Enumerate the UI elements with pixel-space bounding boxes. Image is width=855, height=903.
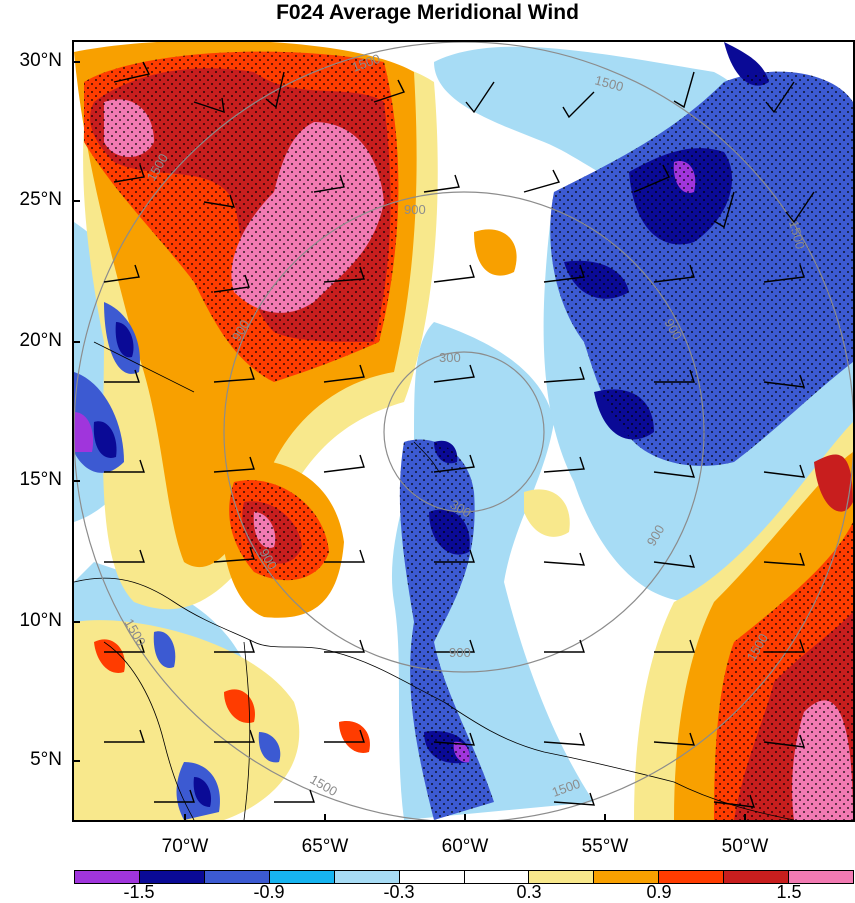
colorbar-segment-4 xyxy=(334,871,400,883)
contour-label: 1500 xyxy=(593,72,625,94)
colorbar-segment-11 xyxy=(789,871,854,883)
lon-tick xyxy=(184,814,186,822)
lat-label-5n: 5°N xyxy=(30,749,62,770)
map-canvas: 1500 1500 1500 900 900 900 900 300 300 9… xyxy=(74,42,853,820)
lat-label-10n: 10°N xyxy=(19,610,62,631)
contour-label: 1500 xyxy=(786,219,808,251)
colorbar-segment-5 xyxy=(399,871,465,883)
coastlines xyxy=(74,341,795,820)
colorbar-label: 0.9 xyxy=(646,882,672,902)
distance-contours xyxy=(74,42,853,820)
lon-tick xyxy=(324,814,326,822)
lat-label-20n: 20°N xyxy=(19,330,62,351)
lat-tick xyxy=(72,621,80,623)
colorbar-segment-3 xyxy=(269,871,335,883)
contour-label: 300 xyxy=(439,350,461,365)
contour-label: 900 xyxy=(449,645,471,660)
colorbar-segment-8 xyxy=(594,871,660,883)
colorbar-segment-0 xyxy=(75,871,140,883)
lon-tick xyxy=(604,814,606,822)
colorbar-segment-7 xyxy=(529,871,595,883)
wind-barbs xyxy=(103,61,815,808)
lon-label-70w: 70°W xyxy=(161,836,209,857)
significance-stipple xyxy=(84,51,853,820)
colorbar-label: 1.5 xyxy=(776,882,802,902)
lon-label-65w: 65°W xyxy=(301,836,349,857)
contour-label: 900 xyxy=(404,202,426,217)
colorbar-label: -0.9 xyxy=(253,882,285,902)
lon-tick xyxy=(464,814,466,822)
colorbar xyxy=(74,870,854,884)
chart-title: F024 Average Meridional Wind xyxy=(276,1,579,24)
lat-tick xyxy=(72,341,80,343)
lon-label-55w: 55°W xyxy=(581,836,629,857)
lat-tick xyxy=(72,480,80,482)
map-panel: 1500 1500 1500 900 900 900 900 300 300 9… xyxy=(72,40,855,822)
colorbar-segment-9 xyxy=(659,871,725,883)
lon-tick xyxy=(744,814,746,822)
colorbar-segment-1 xyxy=(139,871,205,883)
colorbar-segment-6 xyxy=(464,871,530,883)
lon-label-50w: 50°W xyxy=(721,836,769,857)
lat-tick xyxy=(72,61,80,63)
lat-label-25n: 25°N xyxy=(19,189,62,210)
colorbar-segment-2 xyxy=(204,871,270,883)
lat-tick xyxy=(72,200,80,202)
lat-tick xyxy=(72,760,80,762)
lat-label-15n: 15°N xyxy=(19,469,62,490)
lat-label-30n: 30°N xyxy=(19,50,62,71)
colorbar-label: -1.5 xyxy=(123,882,155,902)
colorbar-segment-10 xyxy=(724,871,790,883)
lon-label-60w: 60°W xyxy=(441,836,489,857)
colorbar-label: -0.3 xyxy=(383,882,415,902)
colorbar-label: 0.3 xyxy=(516,882,542,902)
